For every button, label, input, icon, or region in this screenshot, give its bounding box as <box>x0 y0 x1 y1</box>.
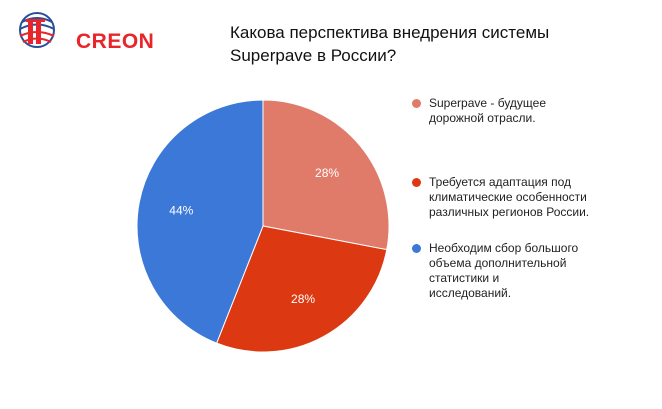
pie-slice-2 <box>136 99 264 344</box>
pie-label-2: 44% <box>169 203 193 217</box>
legend-swatch-0 <box>412 99 421 108</box>
legend-item-1: Требуется адаптация под климатические ос… <box>412 175 597 220</box>
legend-item-2: Необходим сбор большого объема дополните… <box>412 241 579 301</box>
pie-label-1: 28% <box>291 292 315 306</box>
pie-label-0: 28% <box>315 166 339 180</box>
chart-legend: Superpave - будущее дорожной отрасли. Тр… <box>412 96 592 300</box>
legend-swatch-1 <box>412 178 421 187</box>
legend-label-2: Необходим сбор большого объема дополните… <box>429 241 579 300</box>
legend-label-1: Требуется адаптация под климатические ос… <box>429 175 590 219</box>
legend-label-0: Superpave - будущее дорожной отрасли. <box>429 96 547 125</box>
legend-item-0: Superpave - будущее дорожной отрасли. <box>412 96 579 126</box>
pie-slice-0 <box>262 99 390 251</box>
legend-swatch-2 <box>412 244 421 253</box>
pie-slice-1 <box>215 225 388 353</box>
chart-title: Какова перспектива внедрения системы Sup… <box>230 21 590 67</box>
creon-logo: CREON <box>10 10 154 53</box>
chart-title-line-2: Superpave в России? <box>230 46 397 65</box>
chart-title-line-1: Какова перспектива внедрения системы <box>230 23 550 42</box>
creon-globe-icon <box>19 12 55 48</box>
brand-name: CREON <box>76 30 155 53</box>
